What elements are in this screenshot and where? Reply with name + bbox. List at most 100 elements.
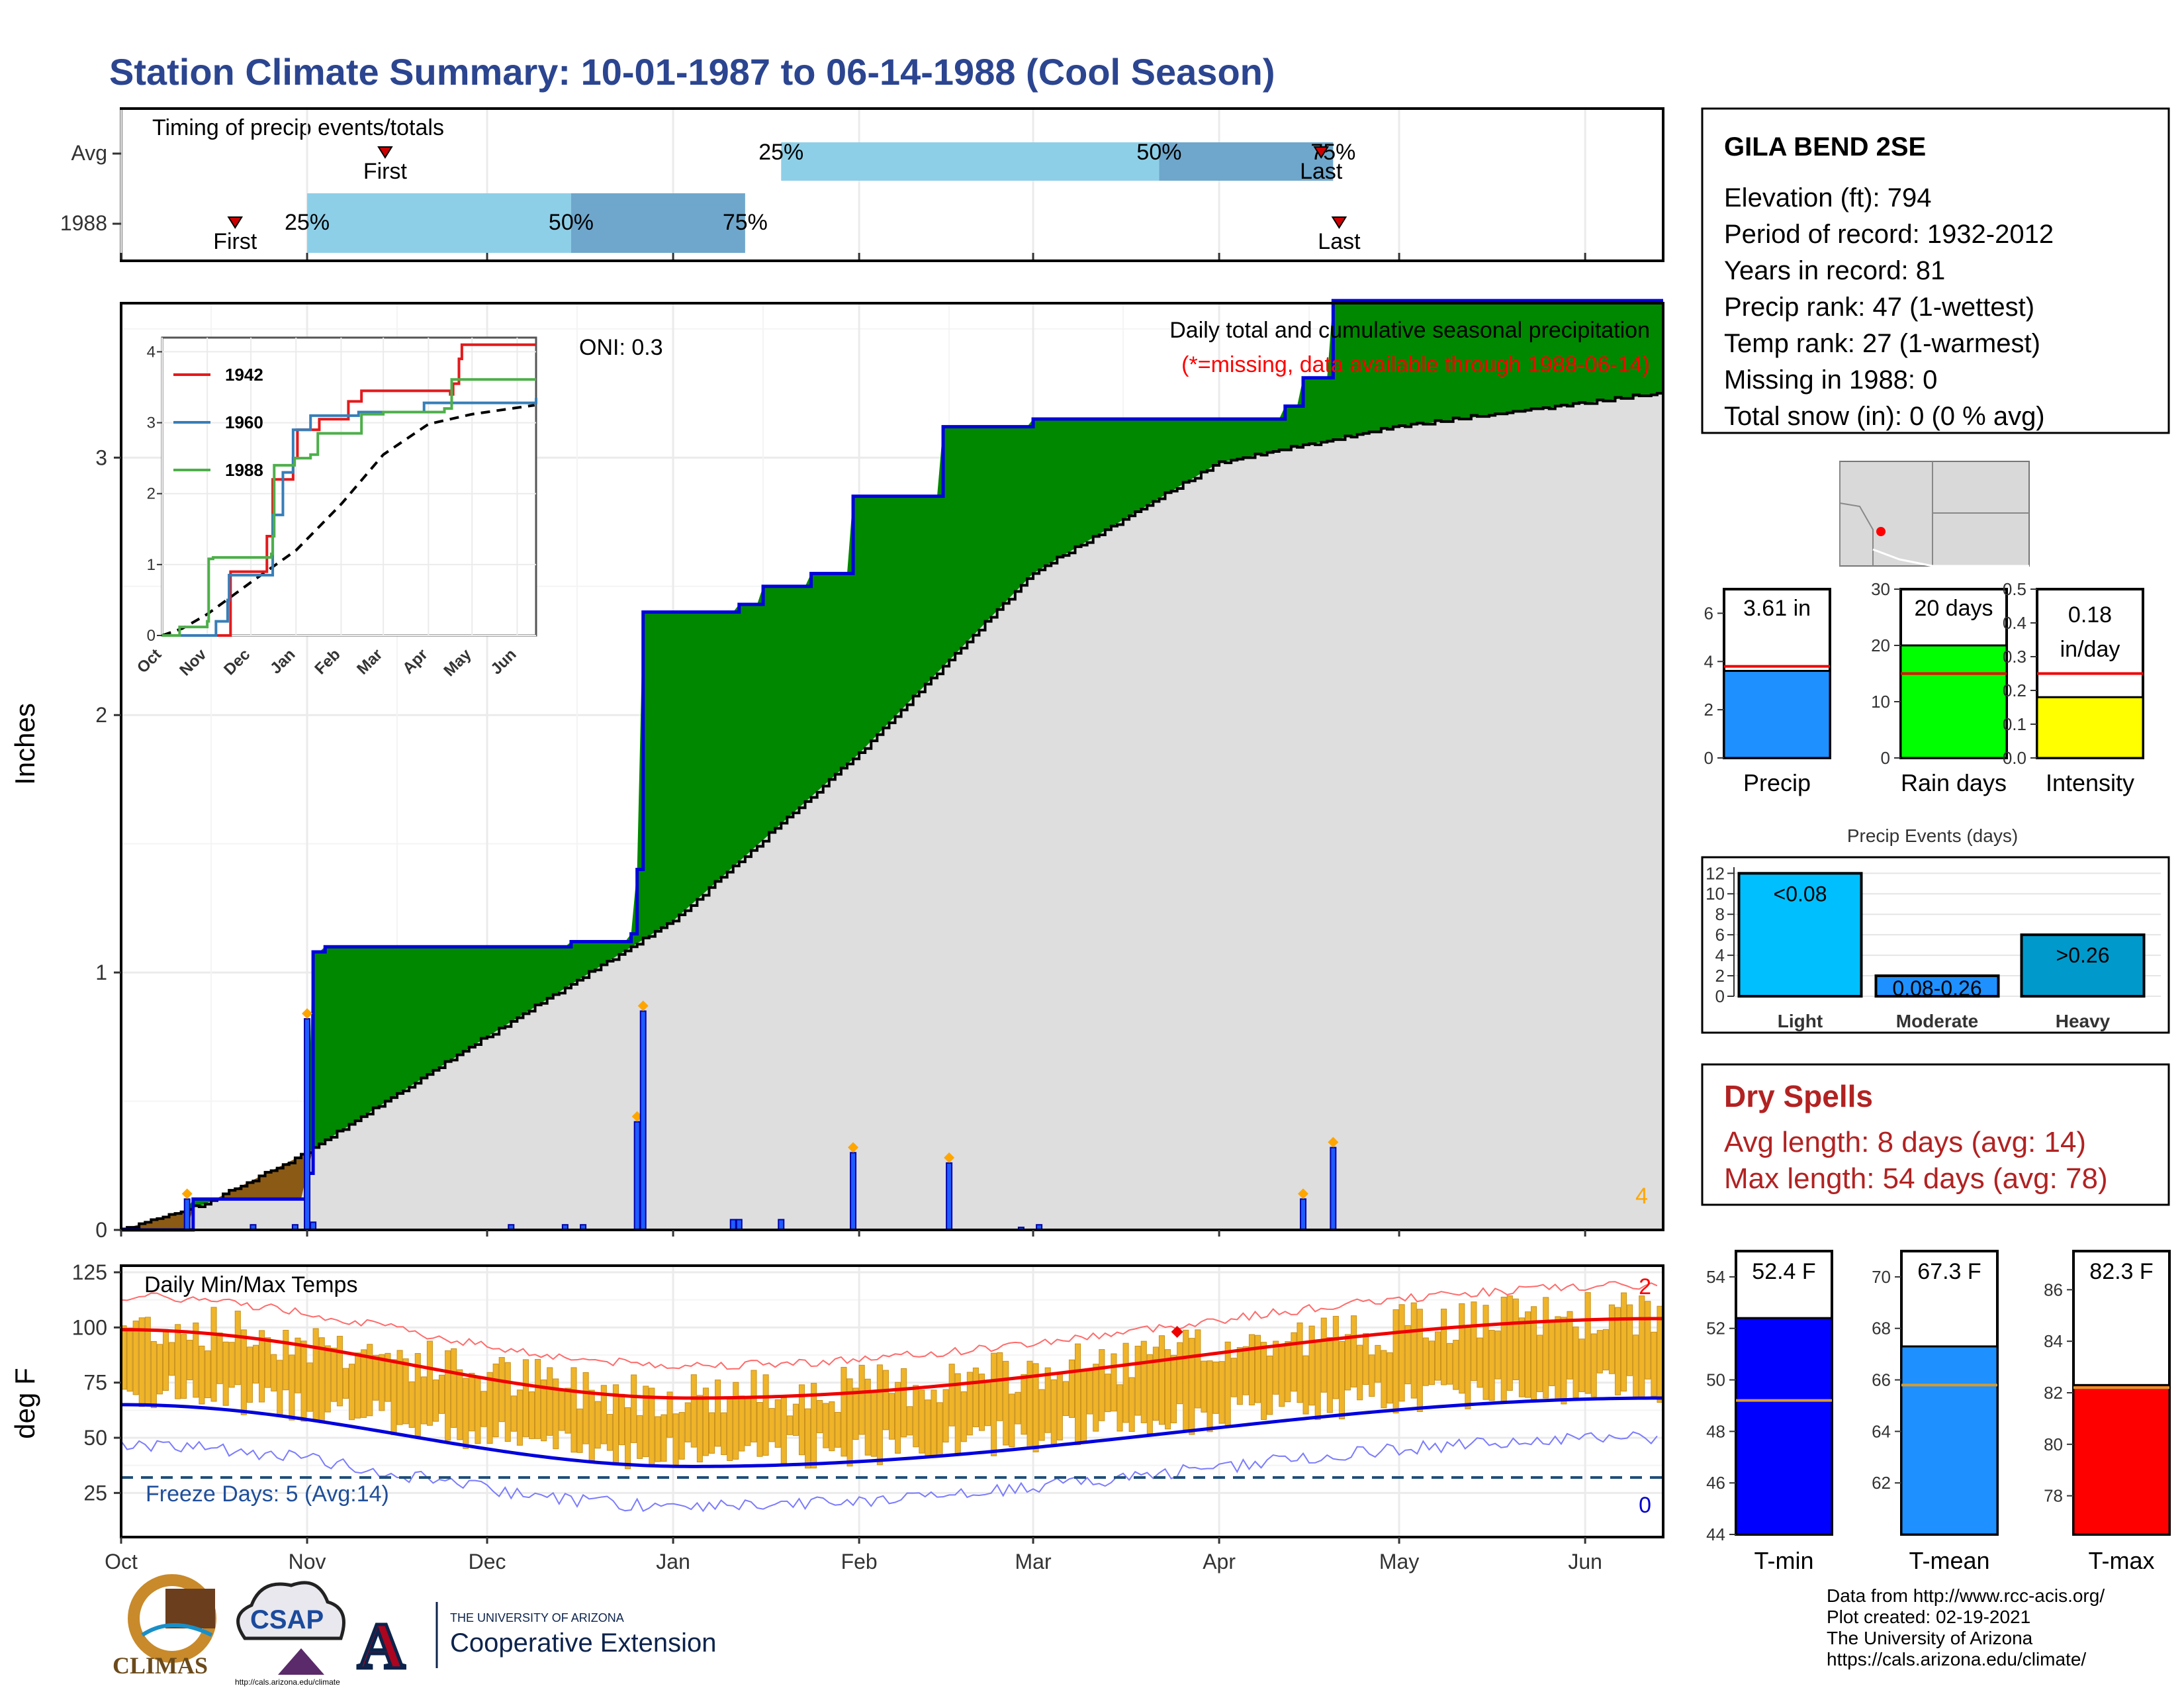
- daily-temp-bar: [1422, 1337, 1429, 1386]
- daily-temp-bar: [1428, 1340, 1435, 1385]
- daily-temp-bar: [1134, 1346, 1141, 1416]
- daily-temp-bar: [1003, 1360, 1009, 1446]
- daily-temp-bar: [1477, 1337, 1483, 1388]
- daily-temp-bar: [1537, 1335, 1543, 1392]
- daily-temp-bar: [649, 1387, 655, 1466]
- precip-y-tick-label: 0: [95, 1218, 107, 1242]
- temp-panel-label: Daily Min/Max Temps: [144, 1272, 357, 1297]
- precip-event-marker: [1328, 1137, 1339, 1148]
- summary-bar-y-tick-label: 2: [1704, 700, 1713, 720]
- precip-frame: [120, 302, 1664, 1231]
- daily-temp-bar: [913, 1385, 919, 1448]
- daily-temp-bar: [1338, 1340, 1345, 1420]
- daily-temp-bar: [1273, 1340, 1279, 1395]
- inset-y-tick-label: 2: [147, 485, 156, 503]
- daily-temp-bar: [1494, 1331, 1501, 1380]
- daily-temp-bar: [666, 1391, 673, 1438]
- precip-event-marker: [637, 1000, 649, 1011]
- daily-temp-bar: [1639, 1295, 1645, 1399]
- daily-temp-bar: [1375, 1344, 1381, 1383]
- temp-summary-bar-T-max: [2072, 1383, 2171, 1536]
- daily-temp-bar: [1584, 1292, 1591, 1394]
- temp-summary-y-tick-label: 52: [1706, 1319, 1725, 1338]
- daily-temp-bar: [876, 1364, 883, 1466]
- daily-temp-bar: [541, 1380, 547, 1442]
- daily-temp-bar: [498, 1357, 505, 1423]
- daily-temp-bar: [582, 1372, 589, 1444]
- daily-temp-bar: [756, 1402, 763, 1457]
- daily-temp-bar: [1404, 1325, 1411, 1385]
- daily-temp-bar: [1242, 1346, 1249, 1395]
- event-bar-Light: [1737, 872, 1863, 998]
- precip-event-marker: [848, 1142, 859, 1153]
- daily-temp-bar: [1602, 1329, 1609, 1371]
- precip-event-marker: [302, 1008, 313, 1019]
- daily-temp-bar: [1171, 1354, 1177, 1423]
- daily-temp-bar: [780, 1397, 787, 1467]
- temp-summary-bar-T-min: [1735, 1317, 1833, 1536]
- temp-summary-y-tick-label: 78: [2044, 1486, 2063, 1506]
- dry-spells-frame: [1701, 1063, 2170, 1206]
- daily-temp-bar: [222, 1341, 229, 1406]
- timing-bar-50-75: [1159, 142, 1334, 181]
- daily-temp-bar: [252, 1344, 259, 1383]
- daily-temp-bar: [936, 1402, 943, 1456]
- normal-max-line: [120, 1317, 1664, 1400]
- avg-cumulative-line: [120, 392, 1663, 1231]
- daily-temp-bar: [475, 1376, 481, 1444]
- x-axis-month-label: Jun: [1568, 1550, 1602, 1573]
- daily-temp-bar: [234, 1311, 241, 1385]
- daily-temp-bar: [379, 1354, 385, 1411]
- daily-temp-bar: [516, 1389, 523, 1446]
- summary-bar-y-tick-label: 20: [1871, 635, 1890, 655]
- daily-temp-bar: [1140, 1340, 1147, 1423]
- timing-row-1988-label: 1988: [60, 211, 107, 235]
- daily-temp-bar: [1279, 1344, 1285, 1407]
- daily-temp-bar: [1075, 1343, 1081, 1446]
- summary-bar-value: 20 days: [1914, 596, 1993, 621]
- daily-temp-bar: [846, 1378, 853, 1467]
- daily-temp-bar: [978, 1374, 985, 1431]
- daily-temp-bar: [426, 1340, 433, 1426]
- daily-temp-bar: [606, 1414, 613, 1451]
- daily-temp-bar: [390, 1359, 397, 1435]
- daily-temp-bar: [1128, 1377, 1135, 1432]
- temp-frame: [120, 1264, 1664, 1538]
- daily-temp-bar: [1248, 1334, 1255, 1405]
- daily-temp-bar: [150, 1340, 157, 1409]
- daily-temp-bar: [1320, 1317, 1327, 1393]
- daily-temp-bar: [559, 1390, 565, 1431]
- temp-summary-y-tick-label: 44: [1706, 1524, 1725, 1544]
- logos: CLIMAS CSAP http://cals.arizona.edu/clim…: [113, 1574, 716, 1687]
- temp-y-tick-label: 25: [83, 1481, 107, 1505]
- daily-precip-bar: [633, 1121, 641, 1231]
- daily-temp-bar: [702, 1387, 709, 1456]
- daily-temp-bar: [1165, 1349, 1171, 1430]
- daily-temp-bar: [181, 1334, 187, 1399]
- daily-temp-bar: [1201, 1360, 1207, 1413]
- timing-row-avg-label: Avg: [71, 141, 107, 165]
- timing-pct-label: 50%: [1136, 140, 1181, 165]
- daily-temp-bar: [858, 1364, 865, 1435]
- timing-label: Timing of precip events/totals: [152, 115, 444, 140]
- csap-url: http://cals.arizona.edu/climate: [235, 1677, 340, 1687]
- summary-bar-value: 3.61 in: [1743, 596, 1811, 621]
- x-axis-month-label: Apr: [1203, 1550, 1236, 1573]
- daily-temp-bar: [1056, 1374, 1063, 1440]
- daily-temp-bar: [835, 1411, 841, 1448]
- daily-temp-bar: [312, 1328, 319, 1421]
- daily-temp-bar: [841, 1366, 847, 1457]
- events-y-tick-label: 0: [1715, 986, 1725, 1006]
- dry-spells-title: Dry Spells: [1724, 1079, 1873, 1113]
- inset-y-tick-label: 3: [147, 414, 156, 432]
- precip-event-marker: [631, 1111, 643, 1122]
- inset-legend-label: 1988: [225, 460, 263, 480]
- daily-temp-bar: [672, 1413, 679, 1466]
- daily-temp-bar: [643, 1385, 649, 1458]
- daily-temp-bar: [1447, 1342, 1453, 1385]
- daily-temp-bar: [895, 1382, 901, 1454]
- daily-temp-bar: [985, 1382, 991, 1427]
- daily-temp-bar: [373, 1354, 379, 1401]
- daily-precip-bar: [304, 1018, 311, 1231]
